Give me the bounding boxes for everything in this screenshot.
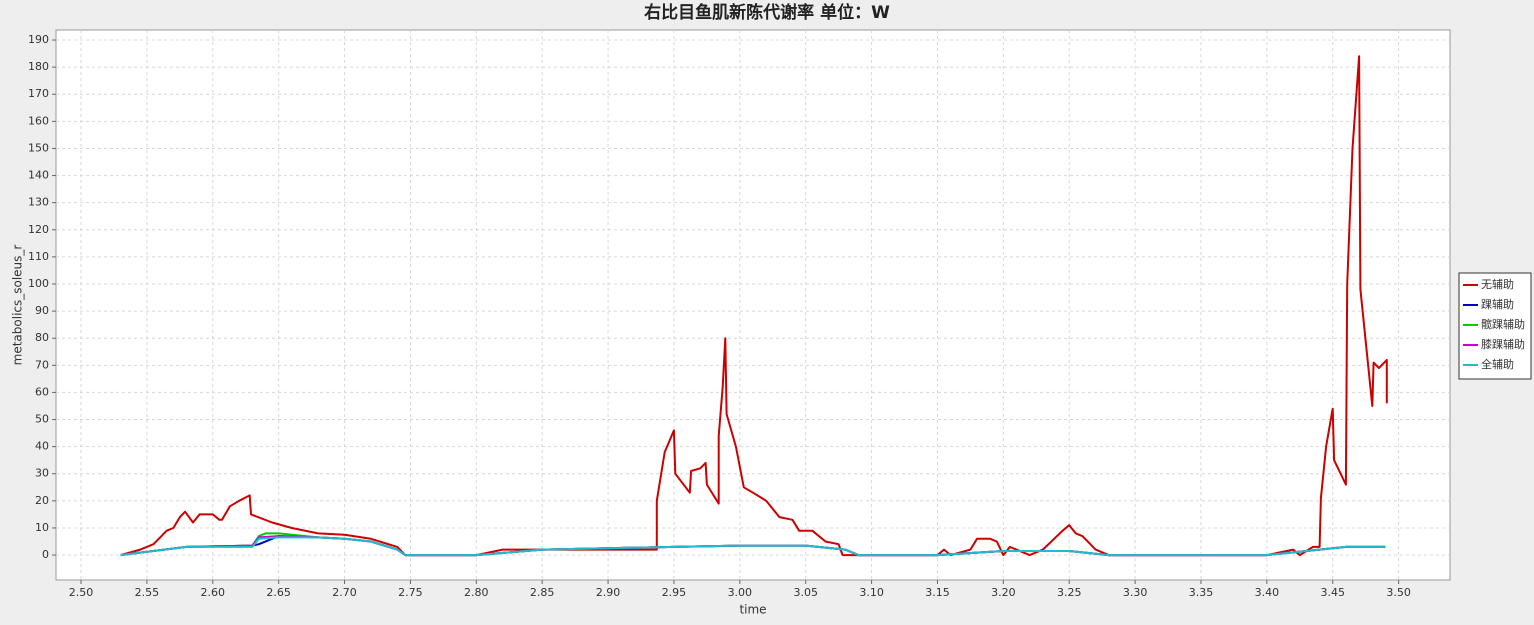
x-tick-label: 2.50 [69,586,94,599]
y-tick-label: 0 [42,548,49,561]
x-tick-label: 3.05 [793,586,818,599]
series-line [120,536,1386,557]
y-tick-label: 50 [35,413,49,426]
legend-label: 膝踝辅助 [1481,337,1525,351]
chart-title: 右比目鱼肌新陈代谢率 单位：W [644,2,890,23]
y-tick-label: 80 [35,331,49,344]
x-tick-label: 3.25 [1057,586,1082,599]
x-tick-label: 3.20 [991,586,1016,599]
y-tick-label: 40 [35,440,49,453]
y-tick-label: 110 [28,250,49,263]
x-tick-label: 2.95 [662,586,687,599]
x-tick-label: 3.45 [1320,586,1345,599]
plot-area [55,29,1451,581]
x-tick-label: 3.30 [1123,586,1148,599]
y-tick-label: 100 [28,277,49,290]
y-tick-label: 120 [28,223,49,236]
legend-label: 全辅助 [1481,357,1514,371]
x-tick-label: 2.65 [266,586,291,599]
y-tick-label: 70 [35,358,49,371]
x-tick-label: 2.80 [464,586,489,599]
x-tick-label: 2.60 [201,586,226,599]
y-tick-label: 160 [28,114,49,127]
y-tick-label: 170 [28,87,49,100]
x-tick-label: 2.55 [135,586,160,599]
y-tick-label: 90 [35,304,49,317]
y-tick-label: 130 [28,196,49,209]
y-tick-label: 140 [28,169,49,182]
x-axis-label: time [739,603,766,617]
legend-label: 髋踝辅助 [1481,317,1525,331]
y-tick-label: 20 [35,494,49,507]
y-tick-label: 180 [28,60,49,73]
y-tick-label: 190 [28,33,49,46]
y-tick-label: 10 [35,521,49,534]
x-tick-label: 3.10 [859,586,884,599]
legend-label: 无辅助 [1481,277,1514,291]
x-tick-label: 2.75 [398,586,423,599]
legend-label: 踝辅助 [1481,297,1514,311]
y-tick-label: 30 [35,467,49,480]
y-tick-label: 150 [28,141,49,154]
y-axis-label: metabolics_soleus_r [11,245,25,366]
x-tick-label: 3.50 [1386,586,1411,599]
series-line [120,55,1388,557]
x-tick-label: 2.85 [530,586,555,599]
y-tick-label: 60 [35,385,49,398]
x-tick-label: 3.40 [1255,586,1280,599]
x-tick-label: 2.90 [596,586,621,599]
x-tick-label: 2.70 [332,586,357,599]
x-tick-label: 3.35 [1189,586,1214,599]
x-tick-label: 3.15 [925,586,950,599]
x-tick-label: 3.00 [728,586,753,599]
